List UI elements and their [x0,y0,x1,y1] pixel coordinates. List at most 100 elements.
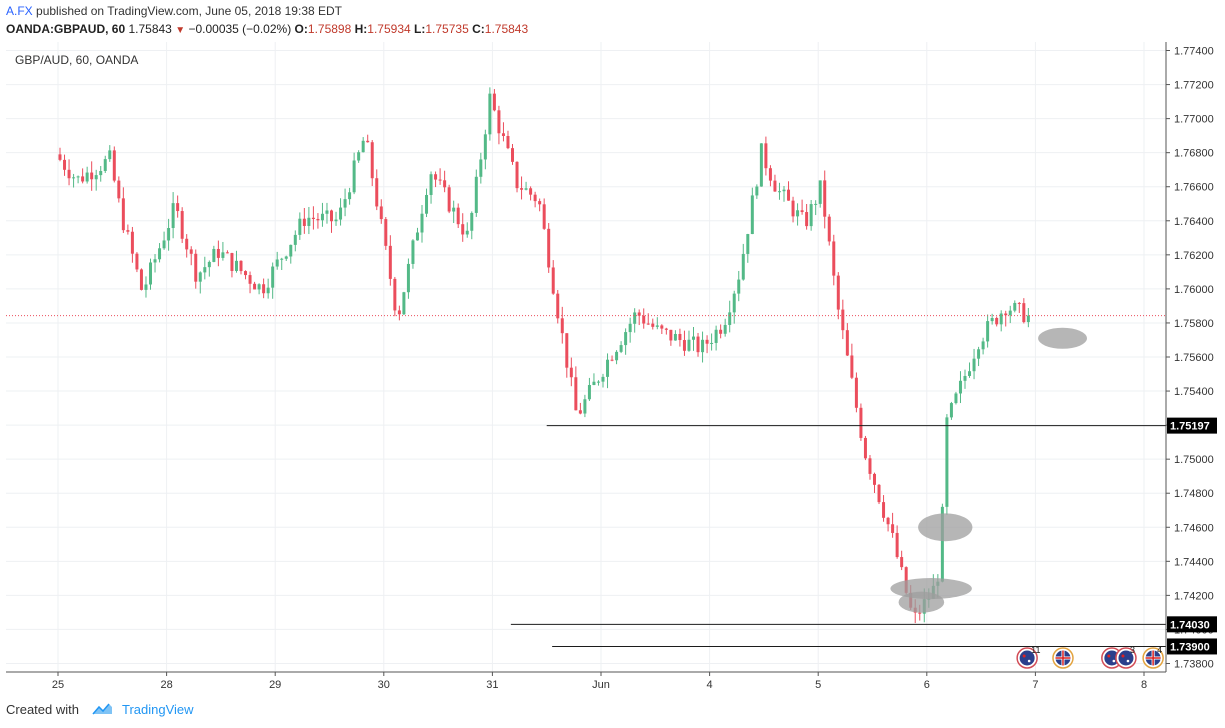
candle-up [198,272,202,282]
candle-up [755,186,759,196]
candle-down [135,253,139,270]
candle-up [144,284,148,290]
candle-up [968,371,972,376]
chart-area[interactable]: GBP/AUD, 60, OANDA 11 3 4 1.77400 1.77200 1.77… [6,42,1218,701]
candle-up [415,232,419,241]
candle-up [171,203,175,229]
x-tick-label: 7 [1032,679,1038,691]
y-tick-label: 1.74600 [1174,522,1214,534]
candle-down [58,154,62,160]
candle-up [234,260,238,271]
high-label: H: [354,22,368,36]
candle-down [126,230,130,232]
candle-up [343,199,347,208]
candle-down [542,204,546,229]
y-axis: 1.77400 1.77200 1.77000 1.76800 1.76600 1.764… [1166,46,1214,670]
candle-up [1026,315,1030,323]
candle-up [465,230,469,235]
author-link[interactable]: A.FX [6,4,33,18]
candle-down [515,161,519,189]
ohlc-legend: OANDA:GBPAUD, 60 1.75843 ▼ −0.00035 (−0.… [6,22,528,36]
candle-up [945,417,949,507]
grid [6,42,1166,672]
candle-up [76,176,80,178]
candle-down [565,333,569,368]
candle-down [705,339,709,344]
x-tick-label: 28 [160,679,172,691]
level-price-label: 1.74030 [1167,616,1217,633]
au-flag-icon: 11 [1016,645,1040,669]
candle-down [1004,313,1008,316]
candle-up [963,375,967,381]
candle-up [601,376,605,382]
candle-down [506,136,510,149]
candle-up [782,189,786,192]
candle-up [692,336,695,340]
candle-up [103,159,107,171]
candle-down [787,189,791,201]
candle-up [750,195,754,235]
candle-down [244,271,248,276]
candle-up [298,218,302,235]
x-tick-label: 5 [815,679,821,691]
candle-down [904,567,908,593]
candle-down [578,410,582,414]
y-tick-label: 1.76800 [1174,148,1214,160]
candle-down [836,275,840,310]
candle-up [406,263,410,293]
candle-up [271,266,275,288]
candle-up [972,358,976,372]
candle-up [759,143,763,187]
candle-down [696,336,700,353]
created-with-text: Created with [6,702,79,717]
published-text: published on TradingView.com, June 05, 2… [36,4,342,18]
candle-up [723,324,727,334]
candle-up [796,210,800,217]
candle-up [483,134,487,160]
candle-down [492,93,496,111]
candle-up [474,176,478,213]
candle-down [90,172,94,180]
candle-up [615,351,619,361]
candle-down [854,377,858,408]
candle-up [162,240,166,249]
candle-down [379,206,383,220]
level-price-label: 1.73900 [1167,638,1217,655]
candle-down [918,612,922,614]
candle-down [511,148,514,162]
candle-down [560,318,564,334]
y-tick-label: 1.75400 [1174,386,1214,398]
candle-up [587,385,591,400]
candle-down [501,133,505,137]
candle-down [823,180,827,217]
candle-up [1008,310,1012,316]
candle-up [339,207,343,220]
open-value: 1.75898 [307,22,352,36]
candle-down [873,473,876,485]
y-tick-label: 1.75800 [1174,318,1214,330]
gb-flag-icon: 4 [1142,645,1164,669]
candle-up [777,191,781,193]
candle-down [642,315,646,324]
y-tick-label: 1.76000 [1174,284,1214,296]
candle-down [547,228,551,268]
candle-down [664,328,668,330]
candle-up [325,210,329,214]
candle-up [167,228,171,241]
candle-up [741,253,745,280]
candle-down [569,367,573,378]
candle-up [818,180,822,204]
candle-up [999,313,1003,325]
candle-up [619,345,623,352]
candle-down [194,253,198,282]
candle-up [212,248,216,262]
candle-up [940,506,944,582]
candle-down [682,340,686,351]
candle-down [67,169,71,179]
tradingview-link[interactable]: TradingView [122,702,194,717]
candle-up [488,93,492,135]
x-tick-label: 29 [269,679,281,691]
candle-up [814,203,818,205]
candle-down [370,142,374,179]
